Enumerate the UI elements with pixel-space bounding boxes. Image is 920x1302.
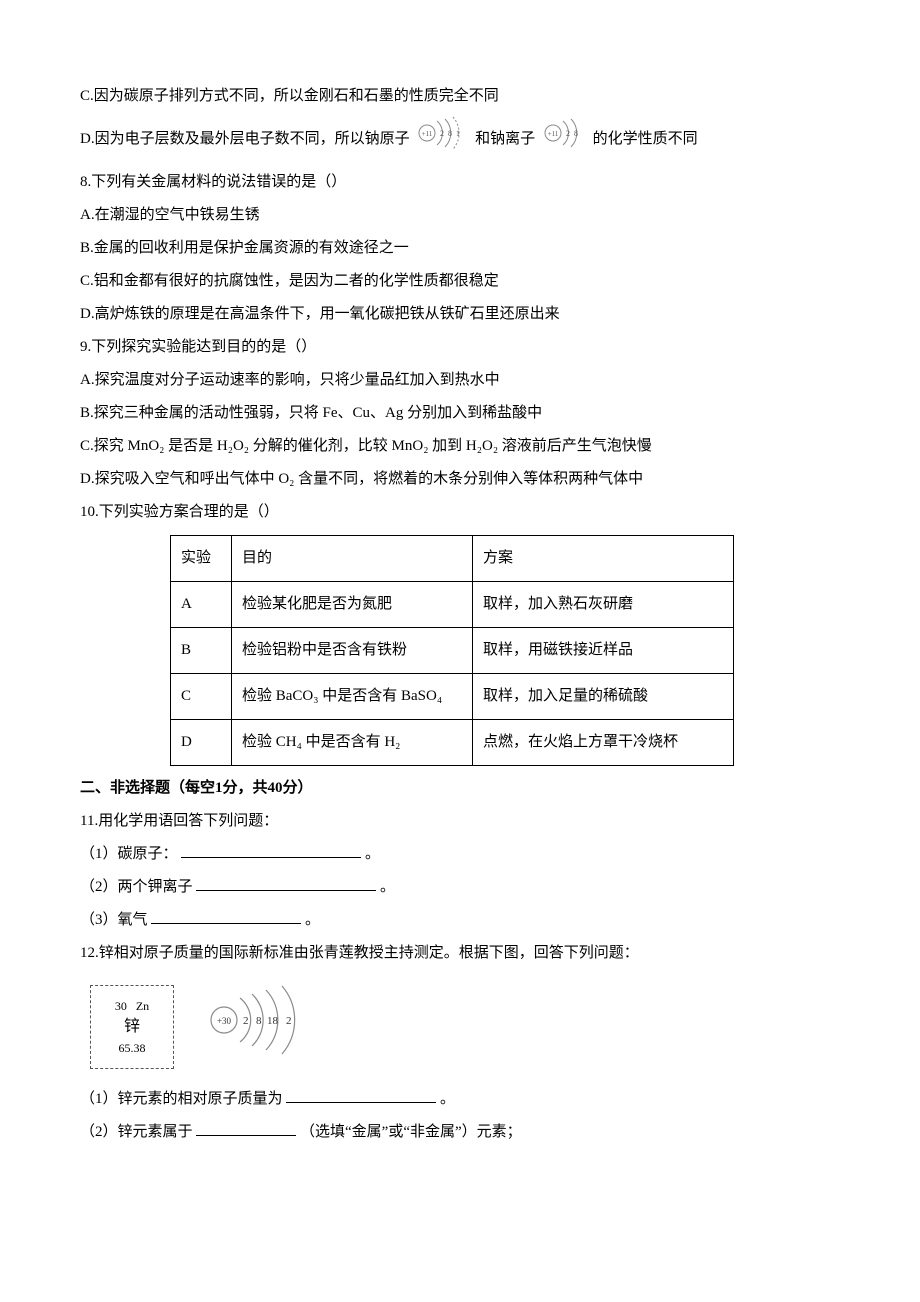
q11-p2-label: （2）两个钾离子	[80, 879, 193, 895]
svg-text:18: 18	[267, 1015, 279, 1027]
th-purpose: 目的	[232, 536, 473, 582]
section-2-title: 二、非选择题（每空1分，共40分）	[80, 772, 840, 805]
svg-text:2: 2	[243, 1015, 249, 1027]
q9-option-a: A.探究温度对分子运动速率的影响，只将少量品红加入到热水中	[80, 364, 840, 397]
q10-table: 实验 目的 方案 A 检验某化肥是否为氮肥 取样，加入熟石灰研磨 B 检验铝粉中…	[170, 535, 734, 766]
cell-c-id: C	[171, 674, 232, 720]
q9-stem: 9.下列探究实验能达到目的的是（）	[80, 331, 840, 364]
blank-input[interactable]	[181, 842, 361, 858]
q12-p1-label: （1）锌元素的相对原子质量为	[80, 1091, 283, 1107]
q9-option-d: D.探究吸入空气和呼出气体中 O₂ 含量不同，将燃着的木条分别伸入等体积两种气体…	[80, 463, 840, 496]
q10-stem: 10.下列实验方案合理的是（）	[80, 496, 840, 529]
q12-figure-row: 30 Zn 锌 65.38 +30 2 8 18 2	[90, 980, 840, 1073]
table-row: D 检验 CH₄ 中是否含有 H₂ 点燃，在火焰上方罩干冷烧杯	[171, 720, 734, 766]
q11-p1-label: （1）碳原子：	[80, 846, 178, 862]
q11-part1: （1）碳原子： 。	[80, 838, 840, 871]
period: 。	[380, 879, 395, 895]
q7-option-d: D.因为电子层数及最外层电子数不同，所以钠原子 +11 2 8 1 和钠离子 +…	[80, 113, 840, 166]
q8-option-a: A.在潮湿的空气中铁易生锈	[80, 199, 840, 232]
zn-name: 锌	[124, 1015, 140, 1039]
table-row: B 检验铝粉中是否含有铁粉 取样，用磁铁接近样品	[171, 628, 734, 674]
th-plan: 方案	[473, 536, 734, 582]
cell-d-purpose: 检验 CH₄ 中是否含有 H₂	[232, 720, 473, 766]
na-atom-diagram: +11 2 8 1	[415, 113, 469, 166]
cell-a-id: A	[171, 582, 232, 628]
cell-a-plan: 取样，加入熟石灰研磨	[473, 582, 734, 628]
cell-b-id: B	[171, 628, 232, 674]
q8-option-b: B.金属的回收利用是保护金属资源的有效途径之一	[80, 232, 840, 265]
svg-text:+11: +11	[422, 130, 433, 138]
zn-number: 30	[115, 999, 127, 1013]
q12-p2-label-a: （2）锌元素属于	[80, 1124, 193, 1140]
cell-c-plan: 取样，加入足量的稀硫酸	[473, 674, 734, 720]
svg-text:8: 8	[256, 1015, 262, 1027]
svg-text:8: 8	[574, 129, 578, 138]
blank-input[interactable]	[196, 875, 376, 891]
zn-top-row: 30 Zn	[115, 997, 149, 1015]
svg-text:2: 2	[286, 1015, 292, 1027]
svg-text:2: 2	[440, 129, 444, 138]
q9-option-b: B.探究三种金属的活动性强弱，只将 Fe、Cu、Ag 分别加入到稀盐酸中	[80, 397, 840, 430]
q11-stem: 11.用化学用语回答下列问题：	[80, 805, 840, 838]
zn-mass: 65.38	[119, 1039, 146, 1057]
q8-stem: 8.下列有关金属材料的说法错误的是（）	[80, 166, 840, 199]
q9-option-c: C.探究 MnO₂ 是否是 H₂O₂ 分解的催化剂，比较 MnO₂ 加到 H₂O…	[80, 430, 840, 463]
zn-element-box: 30 Zn 锌 65.38	[90, 985, 174, 1069]
svg-text:+30: +30	[217, 1016, 232, 1026]
cell-c-purpose: 检验 BaCO₃ 中是否含有 BaSO₄	[232, 674, 473, 720]
zn-structure-diagram: +30 2 8 18 2	[204, 980, 324, 1073]
q12-p2-label-b: （选填“金属”或“非金属”）元素；	[300, 1124, 522, 1140]
q11-part3: （3）氧气 。	[80, 904, 840, 937]
cell-b-plan: 取样，用磁铁接近样品	[473, 628, 734, 674]
q12-part1: （1）锌元素的相对原子质量为 。	[80, 1083, 840, 1116]
q12-part2: （2）锌元素属于 （选填“金属”或“非金属”）元素；	[80, 1116, 840, 1149]
cell-d-plan: 点燃，在火焰上方罩干冷烧杯	[473, 720, 734, 766]
table-header-row: 实验 目的 方案	[171, 536, 734, 582]
q8-option-d: D.高炉炼铁的原理是在高温条件下，用一氧化碳把铁从铁矿石里还原出来	[80, 298, 840, 331]
q11-p3-label: （3）氧气	[80, 912, 148, 928]
cell-b-purpose: 检验铝粉中是否含有铁粉	[232, 628, 473, 674]
cell-a-purpose: 检验某化肥是否为氮肥	[232, 582, 473, 628]
cell-d-id: D	[171, 720, 232, 766]
svg-text:+11: +11	[548, 130, 559, 138]
q7d-text-after: 的化学性质不同	[593, 131, 698, 147]
q7d-text-mid: 和钠离子	[475, 131, 535, 147]
blank-input[interactable]	[286, 1087, 436, 1103]
q7d-text-before: D.因为电子层数及最外层电子数不同，所以钠原子	[80, 131, 410, 147]
zn-symbol: Zn	[136, 999, 149, 1013]
q11-part2: （2）两个钾离子 。	[80, 871, 840, 904]
q12-stem: 12.锌相对原子质量的国际新标准由张青莲教授主持测定。根据下图，回答下列问题：	[80, 937, 840, 970]
blank-input[interactable]	[196, 1120, 296, 1136]
table-row: C 检验 BaCO₃ 中是否含有 BaSO₄ 取样，加入足量的稀硫酸	[171, 674, 734, 720]
blank-input[interactable]	[151, 908, 301, 924]
th-exp: 实验	[171, 536, 232, 582]
svg-text:1: 1	[456, 129, 460, 138]
period: 。	[440, 1091, 455, 1107]
q7-option-c: C.因为碳原子排列方式不同，所以金刚石和石墨的性质完全不同	[80, 80, 840, 113]
svg-text:2: 2	[566, 129, 570, 138]
period: 。	[365, 846, 380, 862]
table-row: A 检验某化肥是否为氮肥 取样，加入熟石灰研磨	[171, 582, 734, 628]
period: 。	[305, 912, 320, 928]
na-ion-diagram: +11 2 8	[541, 113, 587, 166]
q8-option-c: C.铝和金都有很好的抗腐蚀性，是因为二者的化学性质都很稳定	[80, 265, 840, 298]
svg-text:8: 8	[448, 129, 452, 138]
